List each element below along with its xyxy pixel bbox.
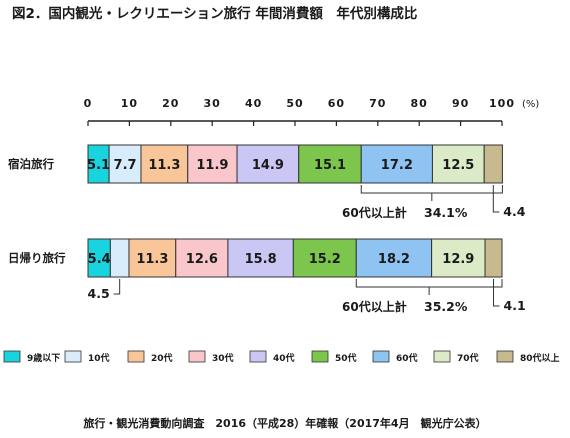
data-label: 12.6: [186, 252, 218, 267]
data-label: 5.4: [88, 252, 111, 267]
data-label: 12.9: [442, 252, 474, 267]
legend-swatch: [372, 350, 390, 363]
bar-segment: [355, 238, 433, 278]
bracket-line: [355, 279, 503, 288]
legend-label: 30代: [212, 352, 234, 364]
legend-label: 60代: [396, 352, 418, 364]
source-note: 旅行・観光消費動向調査 2016（平成28）年確報（2017年4月 観光庁公表）: [83, 416, 486, 430]
x-axis-unit: (%): [522, 99, 539, 110]
bar-segment: [109, 238, 130, 278]
legend-label: 10代: [88, 352, 110, 364]
bar-segment: [483, 144, 503, 184]
x-tick-label: 50: [286, 97, 303, 110]
bars: 宿泊旅行 5.1 7.7 11.3 11.9 14.9 15.1 17.2 12.5 日帰り旅行 5…: [8, 144, 526, 314]
data-label: 5.1: [87, 158, 110, 173]
data-label: 15.8: [245, 252, 277, 267]
legend-label: 50代: [335, 352, 357, 364]
category-label: 宿泊旅行: [8, 157, 54, 171]
legend-label: 80代以上: [520, 352, 560, 364]
legend-swatch: [311, 350, 329, 363]
x-tick-label: 30: [204, 97, 221, 110]
data-label: 15.2: [309, 252, 341, 267]
data-label: 11.3: [148, 158, 180, 173]
legend-swatch: [496, 350, 514, 363]
bar-segment: [236, 144, 300, 184]
bracket-value: 34.1%: [424, 205, 468, 220]
bar-segment: [298, 144, 362, 184]
bracket-value: 35.2%: [424, 299, 468, 314]
bar-segment: [128, 238, 177, 278]
legend-swatch: [188, 350, 206, 363]
legend-label: 20代: [151, 352, 173, 364]
x-axis: 0 10 20 30 40 50 60 70 80 90 100 (%): [84, 97, 539, 126]
x-tick-label: 10: [121, 97, 138, 110]
bar-segment: [187, 144, 238, 184]
data-label: 11.3: [136, 252, 168, 267]
legend-swatch: [3, 350, 21, 363]
x-tick-label: 80: [411, 97, 428, 110]
bar-segment: [360, 144, 433, 184]
x-tick-label: 0: [84, 97, 93, 110]
data-label: 12.5: [442, 158, 474, 173]
data-label: 15.1: [314, 158, 346, 173]
bar-segment: [108, 144, 142, 184]
bracket-label: 60代以上計: [342, 205, 407, 220]
category-label: 日帰り旅行: [8, 251, 66, 265]
callout-label: 4.1: [504, 298, 526, 313]
x-tick-label: 40: [245, 97, 262, 110]
data-label: 18.2: [378, 252, 410, 267]
legend-swatch: [433, 350, 451, 363]
x-tick-label: 90: [452, 97, 469, 110]
data-label: 7.7: [114, 158, 137, 173]
callout-line: [493, 279, 500, 307]
callout-line: [492, 185, 500, 213]
data-label: 17.2: [381, 158, 413, 173]
callout-label: 4.5: [88, 286, 110, 301]
bracket-label: 60代以上計: [342, 299, 407, 314]
x-tick-label: 60: [328, 97, 345, 110]
legend-swatch: [249, 350, 267, 363]
x-tick-label: 100: [489, 97, 515, 110]
bar-segment: [227, 238, 294, 278]
bar-segment: [431, 238, 486, 278]
bracket-line: [360, 185, 503, 194]
x-tick-label: 70: [369, 97, 386, 110]
legend-label: 9歳以下: [27, 352, 60, 364]
legend: 9歳以下 10代 20代 30代 40代 50代 60代 70代 80代以上: [3, 350, 560, 364]
legend-swatch: [127, 350, 145, 363]
legend-swatch: [64, 350, 82, 363]
callout-line: [113, 279, 121, 295]
bar-segment: [484, 238, 503, 278]
bar-segment: [431, 144, 485, 184]
legend-label: 70代: [457, 352, 479, 364]
callout-label: 4.4: [503, 204, 525, 219]
chart-title: 図2．国内観光・レクリエーション旅行 年間消費額 年代別構成比: [12, 5, 417, 22]
data-label: 11.9: [196, 158, 228, 173]
data-label: 14.9: [252, 158, 284, 173]
legend-label: 40代: [273, 352, 295, 364]
x-tick-label: 20: [162, 97, 179, 110]
